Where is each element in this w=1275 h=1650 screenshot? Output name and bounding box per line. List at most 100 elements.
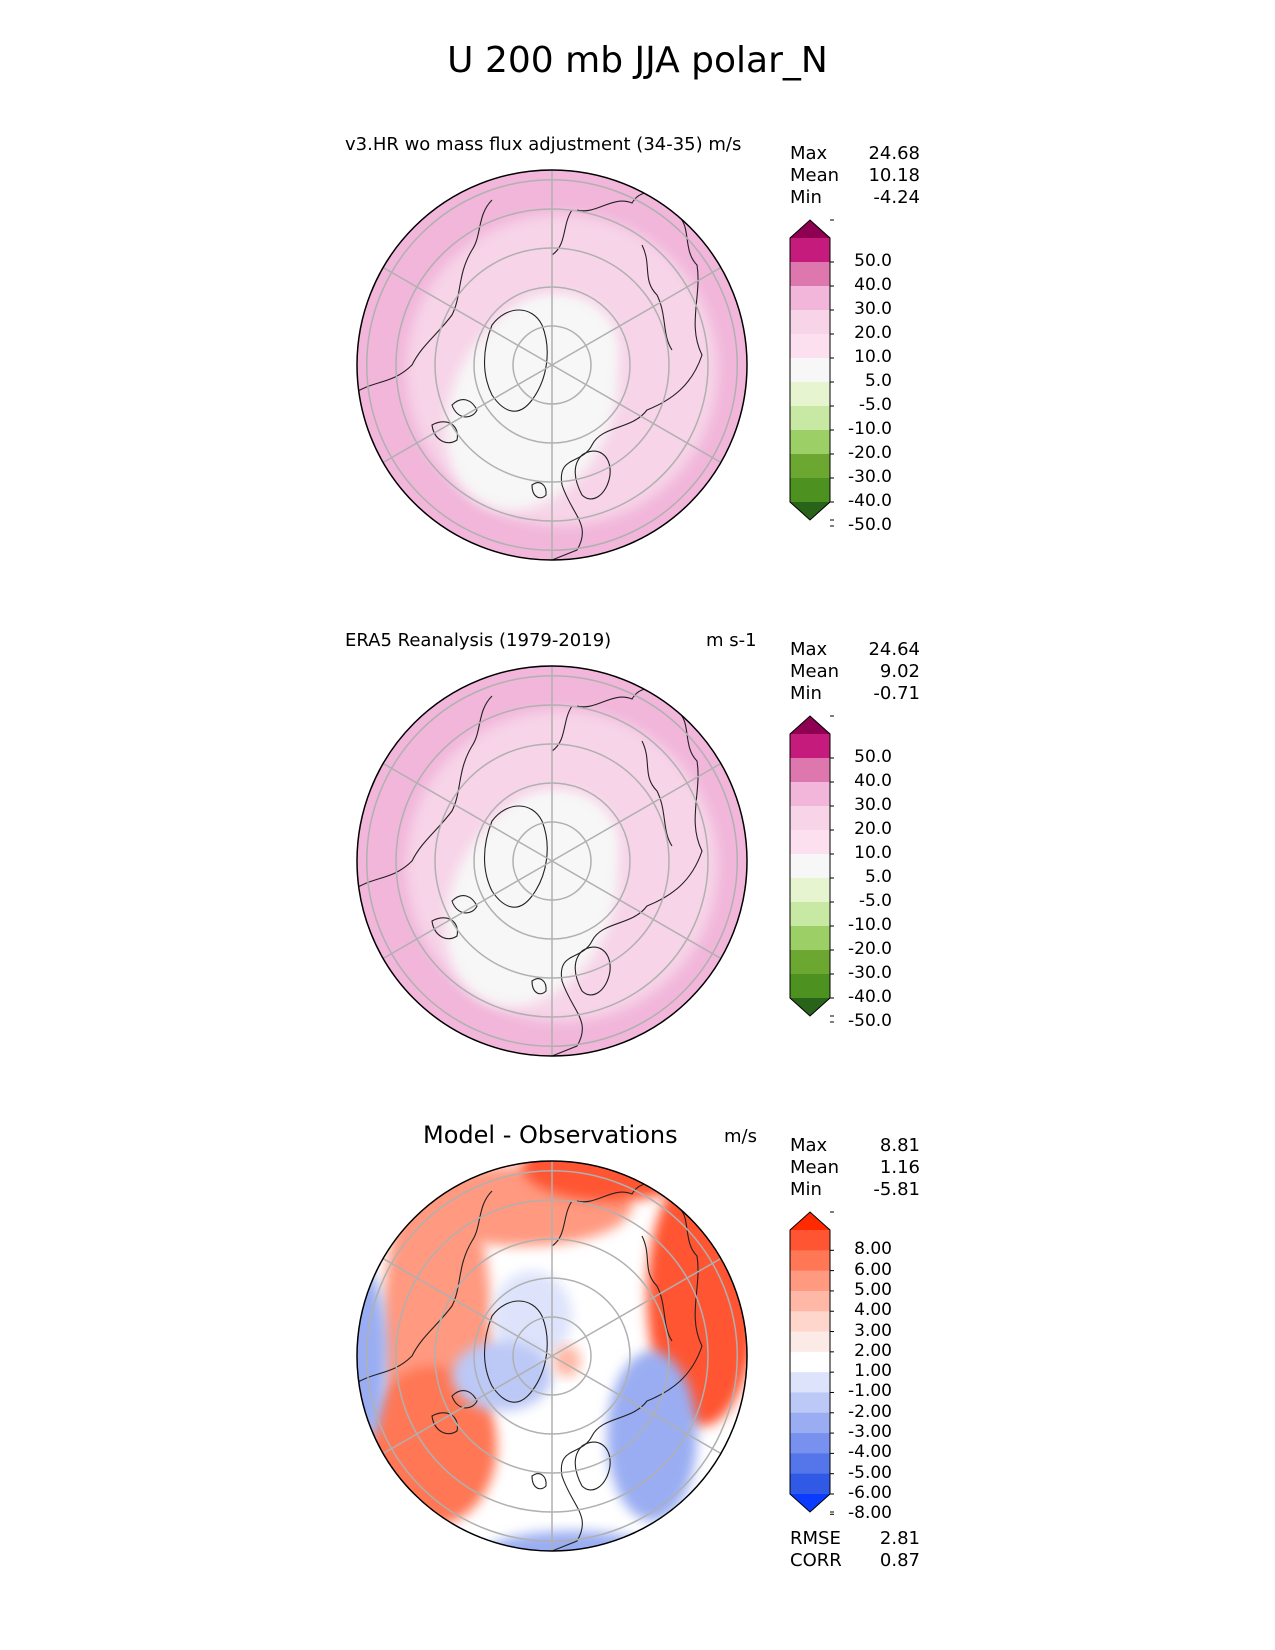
colorbar-segment <box>790 758 830 783</box>
colorbar-segment <box>790 238 830 263</box>
colorbar-tick-label: -10.0 <box>848 419 892 439</box>
coastline <box>484 309 548 412</box>
panel-diff: Model - Observations m/s Max 8.81 Mean 1.1… <box>0 0 1275 1571</box>
meridian-line <box>382 364 553 464</box>
colorbar-segment <box>790 1250 830 1272</box>
stat-label: Min <box>790 187 822 208</box>
meridian-line <box>382 1355 553 1455</box>
figure-title: U 200 mb JJA polar_N <box>447 40 828 81</box>
colorbar-segment <box>790 406 830 431</box>
colorbar-segment <box>790 1230 830 1251</box>
panel-model: v3.HR wo mass flux adjustment (34-35) m/… <box>0 0 1275 561</box>
colorbar-segment <box>790 1433 830 1454</box>
stat-value: -0.71 <box>873 683 920 704</box>
stat-label: CORR <box>790 1550 842 1571</box>
stat-label: Mean <box>790 661 840 682</box>
colorbar-tick-label: 10.0 <box>854 347 892 367</box>
panel-title-right: m s-1 <box>706 630 757 651</box>
stat-value: 8.81 <box>879 1135 920 1156</box>
stat-label: Min <box>790 683 822 704</box>
colorbar-extend-top <box>790 1212 830 1230</box>
meridian-line <box>382 860 553 960</box>
stat-value: 9.02 <box>879 661 920 682</box>
stat-value: 0.87 <box>879 1550 920 1571</box>
colorbar-extend-top <box>790 716 830 734</box>
stat-value: 10.18 <box>868 165 920 186</box>
colorbar-segment <box>790 382 830 407</box>
colorbar-segment <box>790 1412 830 1434</box>
colorbar-tick-label: -8.00 <box>848 1503 892 1524</box>
coastline <box>451 895 478 914</box>
coastline <box>641 1235 673 1342</box>
colorbar-segment <box>790 286 830 311</box>
stat-label: Max <box>790 639 828 660</box>
meridian-line <box>382 1257 553 1357</box>
colorbar-tick-label: -3.00 <box>848 1422 892 1443</box>
colorbar-tick-label: -4.00 <box>848 1442 892 1463</box>
colorbar-segment <box>790 1270 830 1292</box>
colorbar-tick-label: 8.00 <box>854 1239 892 1260</box>
field-anomaly <box>357 1266 387 1446</box>
colorbar-tick-label: 30.0 <box>854 795 892 815</box>
meridian-line <box>551 266 722 366</box>
colorbar-segment <box>790 1290 830 1312</box>
colorbar-segment <box>790 902 830 927</box>
colorbar-segment <box>790 1392 830 1414</box>
colorbar-segment <box>790 950 830 975</box>
colorbar-tick-label: 30.0 <box>854 299 892 319</box>
colorbar-segment <box>790 734 830 759</box>
field-anomaly <box>553 1345 581 1377</box>
colorbar-tick-label: -5.0 <box>858 395 892 415</box>
field-anomaly <box>482 1531 662 1551</box>
coastline <box>531 1473 547 1490</box>
colorbar-tick-label: -5.0 <box>858 891 892 911</box>
colorbar-tick-label: -20.0 <box>848 443 892 463</box>
colorbar-segment <box>790 1473 830 1495</box>
stat-label: Max <box>790 1135 828 1156</box>
colorbar-tick-label: -5.00 <box>848 1462 892 1483</box>
meridian-line <box>382 266 553 366</box>
coastline <box>551 209 573 256</box>
colorbar-tick-label: -20.0 <box>848 939 892 959</box>
panel-obs: ERA5 Reanalysis (1979-2019) m s-1 Max 24.… <box>0 0 1275 1057</box>
colorbar-tick-label: -1.00 <box>848 1381 892 1402</box>
colorbar-tick-label: 4.00 <box>854 1300 892 1321</box>
coastline <box>574 450 611 500</box>
coastline <box>641 244 673 351</box>
colorbar-model <box>789 219 834 527</box>
field-anomaly <box>452 1341 552 1411</box>
stat-label: Min <box>790 1179 822 1200</box>
polar-map-obs <box>356 665 748 1057</box>
colorbar-segment <box>790 1351 830 1373</box>
map-boundary <box>356 1160 748 1552</box>
colorbar-segment <box>790 478 830 503</box>
colorbar-tick-label: 10.0 <box>854 843 892 863</box>
colorbar-segment <box>790 926 830 951</box>
coastline <box>431 421 458 444</box>
colorbar-tick-label: -50.0 <box>848 515 892 535</box>
coastline <box>551 705 573 752</box>
stat-value: 2.81 <box>879 1528 920 1549</box>
colorbar-tick-label: 50.0 <box>854 747 892 767</box>
stat-label: RMSE <box>790 1528 841 1549</box>
colorbar-tick-label: 5.0 <box>864 371 892 391</box>
colorbar-segment <box>790 806 830 831</box>
colorbar-segment <box>790 334 830 359</box>
colorbar-tick-label: 3.00 <box>854 1320 892 1341</box>
stats-block: Max 24.68 Mean 10.18 Min -4.24 <box>790 143 920 209</box>
colorbar-segment <box>790 854 830 879</box>
colorbar-tick-label: -10.0 <box>848 915 892 935</box>
colorbar-extend-bottom <box>790 998 830 1016</box>
stat-value: -5.81 <box>873 1179 920 1200</box>
colorbar-tick-label: 5.00 <box>854 1279 892 1300</box>
coastline <box>451 1390 478 1409</box>
field-polar-cap <box>497 295 617 395</box>
colorbar-tick-label: 20.0 <box>854 819 892 839</box>
coastline <box>357 1190 493 1387</box>
colorbar-tick-label: -30.0 <box>848 963 892 983</box>
colorbar-segment <box>790 830 830 855</box>
stat-label: Max <box>790 143 828 164</box>
colorbar-tick-label: -40.0 <box>848 491 892 511</box>
colorbar-tick-label: -30.0 <box>848 467 892 487</box>
colorbar-diff <box>789 1211 834 1515</box>
